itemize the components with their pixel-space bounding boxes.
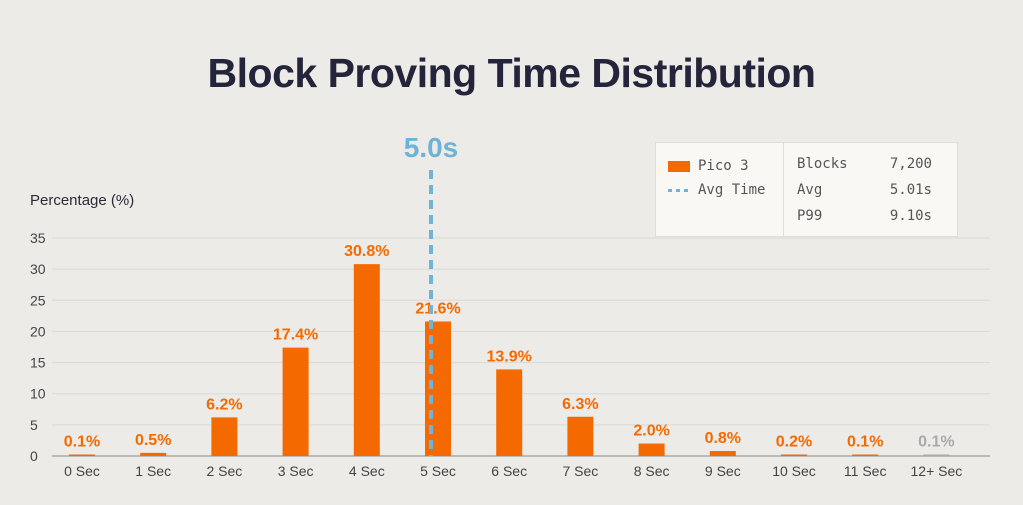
- y-tick-label: 5: [30, 417, 38, 433]
- x-tick-label: 6 Sec: [491, 463, 527, 479]
- bar: [496, 369, 523, 456]
- legend-divider: [783, 143, 784, 236]
- y-tick-label: 10: [30, 386, 46, 402]
- stat-blocks-label: Blocks: [797, 156, 848, 172]
- x-tick-label: 1 Sec: [135, 463, 171, 479]
- series-swatch: [668, 160, 690, 172]
- stat-p99-value: 9.10s: [889, 208, 932, 224]
- x-tick-label: 11 Sec: [844, 463, 887, 479]
- legend-avg-label: Avg Time: [698, 182, 766, 198]
- bar-value-label: 2.0%: [633, 423, 669, 440]
- y-tick-label: 0: [30, 448, 38, 464]
- avg-time-label: 5.0s: [404, 132, 459, 163]
- bar: [781, 454, 807, 456]
- x-tick-label: 2 Sec: [206, 463, 242, 479]
- bar: [69, 454, 95, 456]
- bar: [638, 443, 665, 456]
- bar: [709, 451, 736, 456]
- bar-value-label: 13.9%: [487, 348, 532, 365]
- x-tick-label: 8 Sec: [634, 463, 670, 479]
- x-tick-label: 10 Sec: [772, 463, 816, 479]
- x-tick-label: 9 Sec: [705, 463, 741, 479]
- x-tick-label: 12+ Sec: [911, 463, 963, 479]
- bar-value-label: 21.6%: [415, 300, 460, 317]
- bar-value-label: 0.1%: [64, 434, 100, 451]
- bar: [353, 264, 380, 456]
- legend-series-label: Pico 3: [698, 158, 749, 174]
- chart-title: Block Proving Time Distribution: [207, 50, 816, 96]
- y-tick-label: 20: [30, 323, 46, 339]
- x-tick-label: 3 Sec: [278, 463, 314, 479]
- x-tick-label: 7 Sec: [562, 463, 598, 479]
- bar: [425, 321, 451, 456]
- bar-value-label: 6.2%: [206, 396, 242, 413]
- bar-value-label: 30.8%: [344, 243, 389, 260]
- stat-blocks-value: 7,200: [889, 156, 932, 172]
- bar-value-label: 6.3%: [562, 396, 598, 413]
- stat-avg-value: 5.01s: [889, 182, 932, 198]
- y-axis-label: Percentage (%): [30, 192, 134, 209]
- legend-box: Pico 3 Avg Time Blocks 7,200 Avg 5.01s P…: [655, 142, 958, 237]
- bar: [567, 416, 594, 456]
- x-tick-label: 4 Sec: [349, 463, 385, 479]
- avg-line-swatch: [668, 188, 690, 192]
- y-tick-label: 30: [30, 261, 46, 277]
- bar: [923, 454, 950, 456]
- x-tick-label: 5 Sec: [420, 463, 456, 479]
- bar-value-label: 0.1%: [918, 434, 954, 451]
- y-tick-label: 15: [30, 355, 46, 371]
- bar-value-label: 17.4%: [273, 327, 318, 344]
- x-tick-label: 0 Sec: [64, 463, 100, 479]
- legend-item-avg: Avg Time: [668, 180, 765, 200]
- bar-value-label: 0.5%: [135, 432, 171, 449]
- y-tick-label: 35: [30, 230, 46, 246]
- bar-value-label: 0.1%: [847, 434, 883, 451]
- legend-item-series: Pico 3: [668, 156, 749, 176]
- bar: [282, 347, 309, 456]
- bar: [211, 417, 238, 456]
- y-tick-label: 25: [30, 292, 46, 308]
- bar-value-label: 0.2%: [776, 434, 812, 451]
- stat-p99-label: P99: [797, 208, 823, 224]
- bar: [140, 452, 167, 456]
- bar: [852, 454, 879, 456]
- stat-avg-label: Avg: [797, 182, 823, 198]
- bar-value-label: 0.8%: [705, 430, 741, 447]
